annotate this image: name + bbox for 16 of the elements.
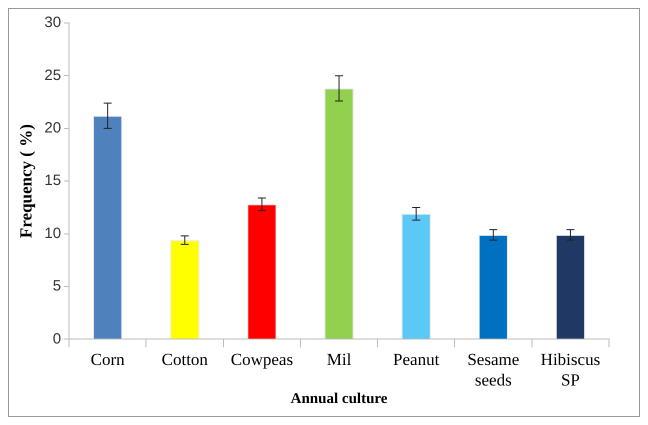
x-tick-label: Sesame seeds <box>467 350 520 390</box>
y-tick-label: 15 <box>44 172 62 190</box>
y-tick-label: 5 <box>52 278 62 295</box>
y-tick-label: 10 <box>44 224 62 242</box>
x-tick-label: Hibiscus SP <box>540 350 600 390</box>
y-tick-label: 0 <box>52 330 62 348</box>
x-tick-label: Cotton <box>162 350 208 369</box>
y-axis-title: Frequency ( %) <box>16 124 36 238</box>
y-tick-label: 30 <box>44 14 62 32</box>
y-tick-label: 20 <box>44 120 62 137</box>
x-tick-label: Cowpeas <box>230 350 294 369</box>
y-tick-label: 25 <box>44 66 62 84</box>
x-axis-title: Annual culture <box>290 390 388 407</box>
x-tick-label: Corn <box>90 350 126 369</box>
x-tick-label: Mil <box>326 350 352 369</box>
x-tick-label: Peanut <box>393 350 440 369</box>
